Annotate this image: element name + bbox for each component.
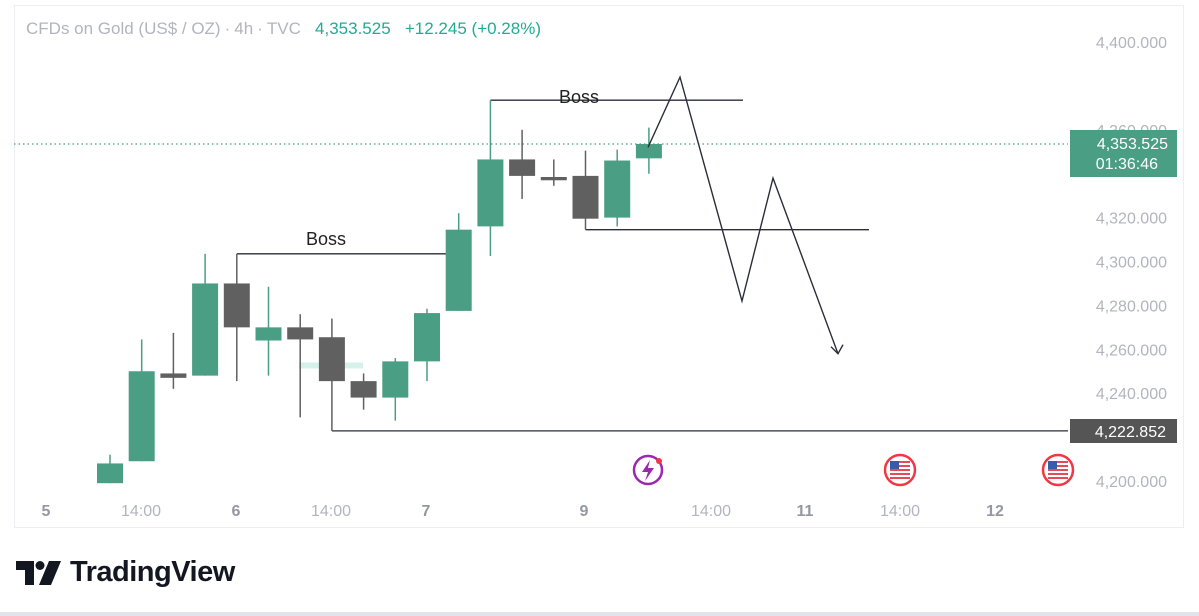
candle-body (287, 327, 314, 340)
candle (350, 373, 377, 410)
candle-body (350, 381, 377, 398)
candle-body (223, 283, 250, 328)
projection-arrowhead (830, 344, 844, 355)
flag-stripe (1048, 469, 1068, 471)
flag-stripe (890, 469, 910, 471)
candle-body (604, 160, 631, 218)
candle-body (192, 283, 219, 376)
candle-body (635, 144, 662, 159)
candle (255, 286, 282, 376)
flag-stripe (890, 473, 910, 475)
flag-stripe (1048, 461, 1068, 463)
candle-body (445, 229, 472, 311)
candle (445, 213, 472, 311)
interval-label[interactable]: 4h (234, 19, 254, 38)
event-markers[interactable] (632, 453, 1075, 487)
y-tick-label: 4,200.000 (1096, 474, 1167, 491)
flag-canton (890, 461, 899, 469)
candles (97, 100, 662, 484)
candle-body (160, 373, 187, 378)
x-tick-label: 9 (580, 503, 589, 520)
candle (97, 454, 123, 484)
x-tick-label: 11 (797, 503, 814, 520)
candle-body (477, 159, 504, 227)
x-axis[interactable]: 5 14:00 6 14:00 7 9 14:00 11 14:00 12 (42, 503, 1004, 520)
y-tick-label: 4,400.000 (1096, 35, 1167, 52)
x-tick-label: 5 (42, 503, 51, 520)
x-tick-label: 14:00 (880, 503, 920, 520)
y-axis[interactable]: 4,200.000 4,240.000 4,260.000 4,280.000 4,30… (1096, 35, 1167, 491)
candle-body (572, 175, 599, 219)
candle (382, 358, 409, 421)
candle-body (509, 159, 536, 176)
flag-stripe (1048, 473, 1068, 475)
candle (604, 149, 631, 227)
last-price: 4,353.525 (315, 19, 391, 38)
candle (128, 339, 155, 462)
y-tick-label: 4,260.000 (1096, 342, 1167, 359)
bottom-divider (0, 612, 1199, 616)
source-label: TVC (266, 19, 301, 38)
us-flag-event-icon (1041, 453, 1075, 487)
candle-body (414, 313, 440, 362)
level-price-label: 4,222.852 (1070, 419, 1177, 443)
candle (635, 127, 662, 174)
current-price-label: 4,353.525 01:36:46 (1070, 130, 1177, 177)
candle (160, 332, 187, 389)
candle (287, 314, 314, 418)
us-flag-event-icon (883, 453, 917, 487)
boss-annotation-lower: Boss (306, 229, 346, 249)
candle-body (318, 337, 345, 382)
x-tick-label: 14:00 (121, 503, 161, 520)
bar-countdown: 01:36:46 (1096, 156, 1158, 173)
flag-stripe (1048, 465, 1068, 467)
candle (540, 159, 567, 186)
horizontal-levels (14, 99, 1068, 432)
lightning-event-icon (632, 454, 664, 486)
y-tick-label: 4,280.000 (1096, 298, 1167, 315)
projection-polyline (647, 75, 839, 354)
level-price-value: 4,222.852 (1095, 424, 1166, 441)
candle (318, 318, 345, 431)
flag-stripe (890, 465, 910, 467)
symbol-name[interactable]: CFDs on Gold (US$ / OZ) (26, 19, 221, 38)
candlestick-chart[interactable]: 4,200.000 4,240.000 4,260.000 4,280.000 4,30… (0, 0, 1199, 540)
candle (414, 308, 440, 382)
y-tick-label: 4,240.000 (1096, 386, 1167, 403)
x-tick-label: 14:00 (691, 503, 731, 520)
candle-body (128, 371, 155, 462)
candle (572, 150, 599, 230)
flag-stripe (890, 461, 910, 463)
x-tick-label: 14:00 (311, 503, 351, 520)
lightning-dot (656, 458, 662, 464)
candle (477, 100, 504, 257)
boss-annotation-upper: Boss (559, 87, 599, 107)
projection-path (647, 75, 844, 355)
chart-frame (14, 5, 1184, 528)
candle-body (382, 361, 409, 398)
price-change-percent: (+0.28%) (471, 19, 541, 38)
chart-header: CFDs on Gold (US$ / OZ) · 4h · TVC 4,353.525… (26, 19, 541, 38)
tradingview-logo[interactable]: TradingView (16, 556, 235, 589)
brand-name: TradingView (70, 556, 235, 588)
flag-stripe (890, 477, 910, 479)
x-tick-label: 12 (986, 503, 1004, 520)
flag-stripe (1048, 477, 1068, 479)
current-price-value: 4,353.525 (1097, 136, 1168, 153)
flag-canton (1048, 461, 1057, 469)
lightning-bolt (642, 460, 654, 481)
candle-body (97, 463, 123, 484)
candle (192, 253, 219, 376)
y-tick-label: 4,320.000 (1096, 211, 1167, 228)
candle-body (255, 327, 282, 341)
candle (509, 129, 536, 199)
x-tick-label: 6 (232, 503, 241, 520)
candle-body (540, 176, 567, 181)
candle (223, 253, 250, 382)
x-tick-label: 7 (422, 503, 431, 520)
y-tick-label: 4,300.000 (1096, 255, 1167, 272)
price-change: +12.245 (404, 19, 467, 38)
tradingview-logo-icon (16, 560, 61, 585)
